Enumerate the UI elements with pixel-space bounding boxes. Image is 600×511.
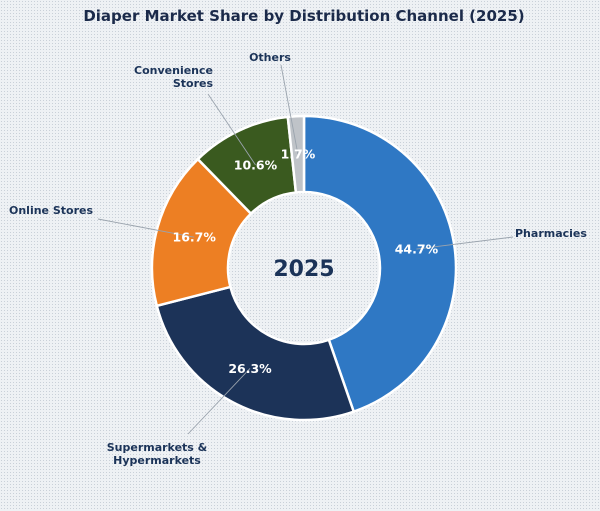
chart-title: Diaper Market Share by Distribution Chan… bbox=[83, 7, 524, 25]
leader-lines bbox=[97, 64, 514, 435]
donut-slices bbox=[150, 114, 458, 422]
category-label-supermarkets-hypermarkets: Supermarkets & Hypermarkets bbox=[107, 441, 208, 467]
percent-label-convenience-stores: 10.6% bbox=[234, 157, 278, 172]
percent-label-online-stores: 16.7% bbox=[173, 230, 217, 245]
leader-line-online-stores bbox=[97, 218, 195, 238]
leader-line-convenience-stores bbox=[207, 93, 256, 166]
slice-supermarkets-hypermarkets bbox=[155, 285, 356, 422]
category-labels: Pharmacies Supermarkets & Hypermarkets Onli… bbox=[9, 51, 587, 467]
slice-pharmacies bbox=[302, 114, 458, 414]
leader-line-others bbox=[280, 64, 299, 155]
slice-others bbox=[286, 114, 306, 194]
center-year-label: 2025 bbox=[273, 257, 334, 282]
percent-label-supermarkets-hypermarkets: 26.3% bbox=[228, 361, 272, 376]
leader-line-pharmacies bbox=[416, 236, 514, 250]
category-label-pharmacies: Pharmacies bbox=[515, 227, 587, 240]
percent-label-pharmacies: 44.7% bbox=[395, 242, 439, 257]
percent-labels: 44.7% 26.3% 16.7% 10.6%1.7% bbox=[173, 147, 439, 376]
category-label-others: Others bbox=[249, 51, 291, 64]
percent-label-others: 1.7% bbox=[281, 147, 316, 162]
leader-line-supermarkets-hypermarkets bbox=[187, 368, 251, 435]
slice-online-stores bbox=[150, 157, 253, 308]
category-label-online-stores: Online Stores bbox=[9, 204, 93, 217]
category-label-convenience-stores: Convenience Stores bbox=[134, 64, 213, 90]
